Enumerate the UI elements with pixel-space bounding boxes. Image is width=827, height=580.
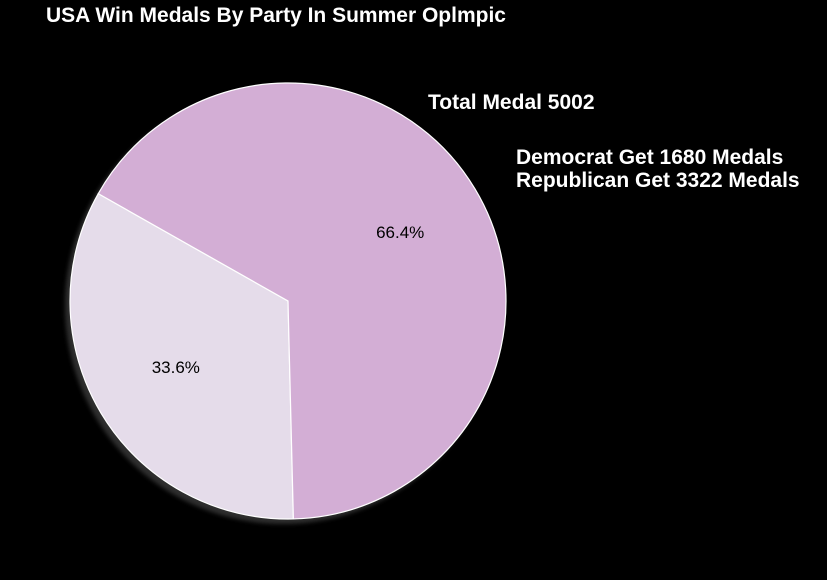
total-medal-annotation: Total Medal 5002 — [428, 91, 595, 114]
pie-label-republican: 66.4% — [376, 223, 424, 242]
democrat-annotation: Democrat Get 1680 Medals — [516, 146, 784, 169]
pie-slice-democrat — [69, 192, 294, 520]
chart-title: USA Win Medals By Party In Summer Oplmpi… — [46, 4, 506, 27]
pie-label-democrat: 33.6% — [152, 358, 200, 377]
pie-slice-republican — [97, 82, 507, 520]
republican-annotation: Republican Get 3322 Medals — [516, 169, 800, 192]
